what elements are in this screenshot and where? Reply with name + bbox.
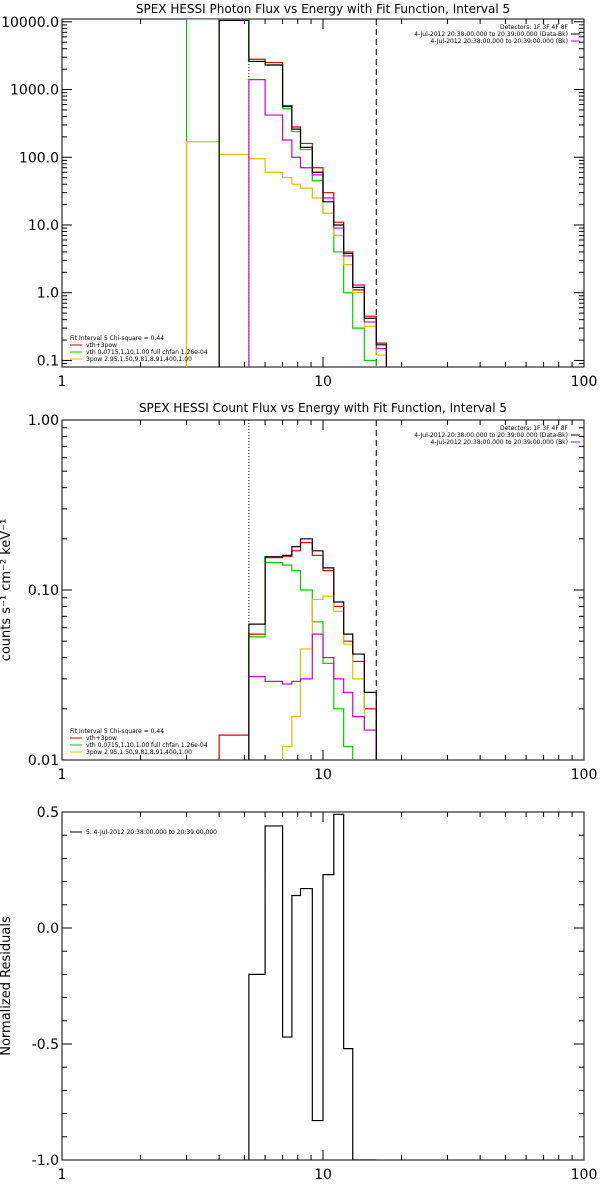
legend-left-text: 3pow 2.95,1.50,9.81,8.91,400,1.00 — [86, 356, 192, 363]
x-tick-label: 10 — [314, 767, 332, 783]
y-tick-label: 10000.0 — [1, 15, 59, 31]
y-tick-label: 0.5 — [37, 805, 59, 821]
legend-right-text: 4-Jul-2012 20:38:00.000 to 20:39:00.000 … — [430, 439, 568, 446]
legend-right-text: 4-Jul-2012 20:38:00.000 to 20:39:00.000 … — [430, 38, 568, 45]
legend-left-text: 5. 4-Jul-2012 20:38:00.000 to 20:39:00.0… — [86, 829, 217, 836]
legend-right: Detectors: 1F 3F 4F 8F4-Jul-2012 20:38:0… — [414, 24, 580, 45]
y-tick-label: 0.01 — [28, 753, 59, 769]
legend-right-text: 4-Jul-2012 20:38:00.000 to 20:39:00.000 … — [414, 31, 568, 38]
y-tick-label: 0.10 — [28, 583, 59, 599]
x-tick-label: 1 — [58, 374, 67, 390]
series-vth — [185, 19, 377, 367]
legend-left-text: vth 0.0715,1.10,1.00 full chfan 1.26e-04 — [86, 742, 208, 749]
legend-right-text: Detectors: 1F 3F 4F 8F — [500, 24, 569, 31]
plot-frame — [61, 419, 585, 761]
y-tick-label: -0.5 — [32, 1037, 59, 1053]
x-tick-label: 100 — [571, 374, 598, 390]
legend-left-text: Fit Interval 5 Chi-square = 0.44 — [70, 335, 164, 342]
x-tick-label: 1 — [58, 1167, 67, 1183]
y-tick-label: 10.0 — [28, 218, 59, 234]
series-data — [248, 79, 388, 367]
y-axis-label: Normalized Residuals — [0, 916, 14, 1056]
y-axis-label: counts s⁻¹ cm⁻² keV⁻¹ — [0, 519, 14, 662]
y-tick-label: 100.0 — [19, 150, 59, 166]
x-tick-label: 10 — [314, 374, 332, 390]
legend-left-text: 3pow 2.95,1.50,9.81,8.91,400,1.00 — [86, 749, 192, 756]
y-tick-label: -1.0 — [32, 1153, 59, 1169]
series-vth_3pow — [218, 19, 388, 367]
chart-panel-2: SPEX HESSI Count Flux vs Energy with Fit… — [0, 401, 597, 783]
x-tick-label: 100 — [571, 767, 598, 783]
series-data_bk — [218, 19, 388, 367]
legend-left: Fit Interval 5 Chi-square = 0.44vth+3pow… — [70, 335, 208, 363]
legend-right-text: 4-Jul-2012 20:38:00.000 to 20:39:00.000 … — [414, 432, 568, 439]
legend-left: 5. 4-Jul-2012 20:38:00.000 to 20:39:00.0… — [70, 829, 217, 836]
chart-title: SPEX HESSI Count Flux vs Energy with Fit… — [139, 401, 507, 415]
series-vth — [248, 561, 354, 760]
y-tick-label: 1.0 — [37, 286, 59, 302]
x-tick-label: 100 — [571, 1167, 598, 1183]
chart-panel-3: 1 10 100 -1.0 -0.5 0.0 0.5 Normalized Residuals… — [0, 805, 597, 1183]
y-tick-label: 0.0 — [37, 921, 59, 937]
legend-left-text: vth+3pow — [86, 342, 117, 349]
series-bk — [248, 633, 377, 760]
legend-left: Fit Interval 5 Chi-square = 0.44vth+3pow… — [70, 728, 208, 756]
legend-right-text: Detectors: 1F 3F 4F 8F — [500, 425, 569, 432]
x-tick-label: 10 — [314, 1167, 332, 1183]
legend-left-text: Fit Interval 5 Chi-square = 0.44 — [70, 728, 164, 735]
series-pow — [185, 141, 388, 367]
y-tick-label: 0.1 — [37, 353, 59, 369]
chart-title: SPEX HESSI Photon Flux vs Energy with Fi… — [136, 2, 510, 16]
y-tick-label: 1.00 — [28, 413, 59, 429]
y-tick-label: 1000.0 — [10, 83, 59, 99]
x-tick-label: 1 — [58, 767, 67, 783]
series-data_bk — [248, 538, 377, 760]
legend-right: Detectors: 1F 3F 4F 8F4-Jul-2012 20:38:0… — [414, 425, 580, 446]
chart-panel-1: SPEX HESSI Photon Flux vs Energy with Fi… — [1, 2, 597, 390]
series-resid — [248, 813, 377, 1160]
legend-left-text: vth 0.0715,1.10,1.00 full chfan 1.26e-04 — [86, 349, 208, 356]
series-pow — [281, 595, 377, 760]
legend-left-text: vth+3pow — [86, 735, 117, 742]
